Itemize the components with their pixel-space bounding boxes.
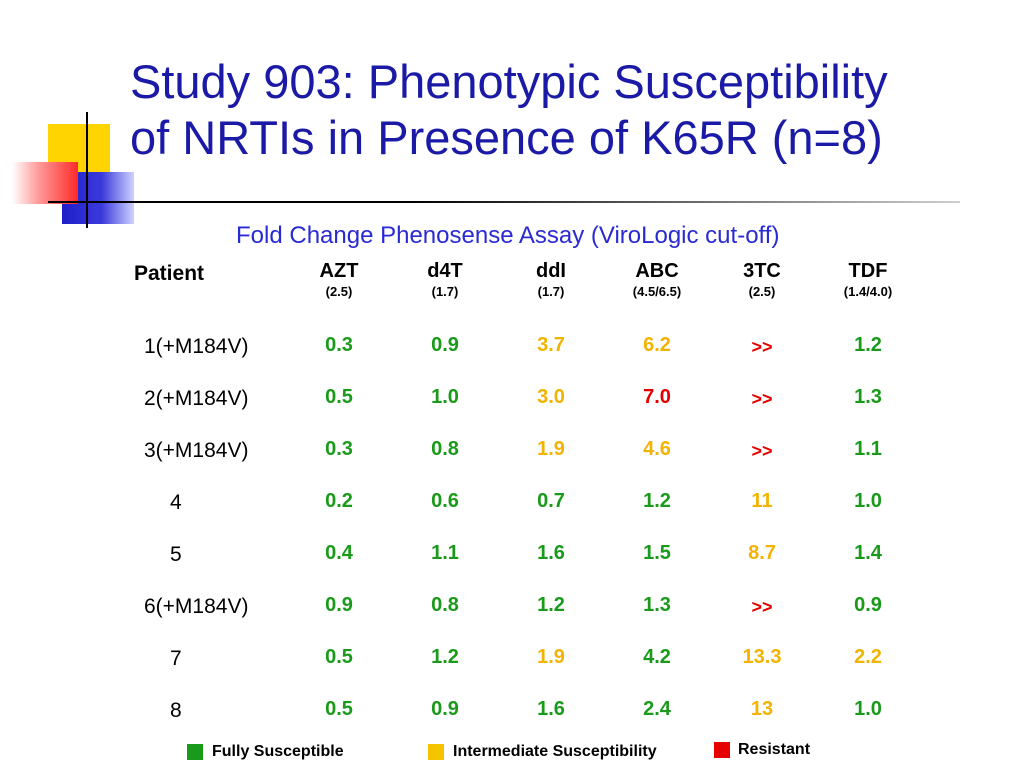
title-line-1: Study 903: Phenotypic Susceptibility bbox=[130, 55, 888, 108]
legend-swatch bbox=[714, 742, 730, 758]
column-name: TDF bbox=[848, 260, 888, 282]
fold-change-cell: 0.8 bbox=[431, 594, 459, 616]
column-cutoff: (4.5/6.5) bbox=[632, 284, 682, 299]
patient-id: 5 bbox=[170, 543, 182, 566]
column-cutoff: (1.4/4.0) bbox=[843, 284, 893, 299]
column-header-ddi: ddI (1.7) bbox=[491, 259, 611, 301]
fold-change-cell: 3.7 bbox=[537, 334, 565, 356]
fold-change-cell: 4.2 bbox=[643, 646, 671, 668]
patient-id: 3(+M184V) bbox=[144, 439, 249, 462]
column-header-d4t: d4T (1.7) bbox=[385, 259, 505, 301]
fold-change-cell: 0.9 bbox=[431, 698, 459, 720]
fold-change-cell: 1.9 bbox=[537, 646, 565, 668]
page-title: Study 903: Phenotypic Susceptibility of … bbox=[130, 54, 1010, 166]
patient-id: 8 bbox=[170, 699, 182, 722]
fold-change-cell: 1.4 bbox=[854, 542, 882, 564]
legend-swatch bbox=[428, 744, 444, 760]
fold-change-cell: 0.5 bbox=[325, 386, 353, 408]
fold-change-cell: >> bbox=[751, 597, 773, 617]
fold-change-cell: 1.2 bbox=[854, 334, 882, 356]
legend-label: Resistant bbox=[738, 741, 811, 758]
fold-change-cell: 1.5 bbox=[643, 542, 671, 564]
fold-change-cell: 2.4 bbox=[643, 698, 671, 720]
fold-change-cell: 0.7 bbox=[537, 490, 565, 512]
patient-column-header: Patient bbox=[134, 262, 205, 285]
column-cutoff: (1.7) bbox=[431, 284, 459, 299]
fold-change-cell: 0.3 bbox=[325, 438, 353, 460]
fold-change-cell: 1.2 bbox=[537, 594, 565, 616]
table-subtitle: Fold Change Phenosense Assay (ViroLogic … bbox=[236, 222, 780, 249]
column-name: ABC bbox=[635, 260, 679, 282]
fold-change-cell: 0.9 bbox=[431, 334, 459, 356]
fold-change-cell: 0.9 bbox=[854, 594, 882, 616]
column-header-3tc: 3TC (2.5) bbox=[702, 259, 822, 301]
fold-change-cell: 2.2 bbox=[854, 646, 882, 668]
title-line-2: of NRTIs in Presence of K65R (n=8) bbox=[130, 111, 883, 164]
fold-change-cell: >> bbox=[751, 337, 773, 357]
horizontal-rule-decoration bbox=[48, 201, 960, 203]
column-cutoff: (1.7) bbox=[537, 284, 565, 299]
legend-label: Intermediate Susceptibility bbox=[453, 743, 657, 760]
fold-change-cell: 11 bbox=[751, 490, 773, 512]
fold-change-cell: 0.5 bbox=[325, 698, 353, 720]
vertical-rule-decoration bbox=[86, 112, 88, 228]
fold-change-cell: 1.6 bbox=[537, 542, 565, 564]
column-cutoff: (2.5) bbox=[748, 284, 776, 299]
fold-change-cell: 4.6 bbox=[643, 438, 671, 460]
fold-change-cell: 13 bbox=[750, 698, 774, 720]
fold-change-cell: >> bbox=[751, 441, 773, 461]
fold-change-cell: 13.3 bbox=[742, 646, 782, 668]
fold-change-cell: 6.2 bbox=[643, 334, 671, 356]
fold-change-cell: 0.4 bbox=[325, 542, 353, 564]
fold-change-cell: 8.7 bbox=[748, 542, 776, 564]
fold-change-cell: >> bbox=[751, 389, 773, 409]
fold-change-cell: 3.0 bbox=[537, 386, 565, 408]
column-cutoff: (2.5) bbox=[325, 284, 353, 299]
patient-id: 7 bbox=[170, 647, 182, 670]
legend-label: Fully Susceptible bbox=[212, 743, 344, 760]
legend-swatch bbox=[187, 744, 203, 760]
column-header-azt: AZT (2.5) bbox=[279, 259, 399, 301]
fold-change-cell: 1.1 bbox=[431, 542, 459, 564]
fold-change-cell: 1.0 bbox=[431, 386, 459, 408]
fold-change-cell: 0.3 bbox=[325, 334, 353, 356]
fold-change-cell: 0.9 bbox=[325, 594, 353, 616]
fold-change-cell: 1.0 bbox=[854, 698, 882, 720]
fold-change-cell: 7.0 bbox=[643, 386, 671, 408]
column-header-abc: ABC (4.5/6.5) bbox=[597, 259, 717, 301]
patient-id: 2(+M184V) bbox=[144, 387, 249, 410]
fold-change-cell: 1.3 bbox=[643, 594, 671, 616]
fold-change-cell: 1.2 bbox=[431, 646, 459, 668]
fold-change-cell: 1.0 bbox=[854, 490, 882, 512]
red-square-decoration bbox=[12, 162, 78, 204]
column-name: ddI bbox=[536, 260, 566, 282]
fold-change-cell: 1.1 bbox=[854, 438, 882, 460]
column-name: AZT bbox=[319, 260, 359, 282]
fold-change-cell: 1.3 bbox=[854, 386, 882, 408]
fold-change-cell: 0.8 bbox=[431, 438, 459, 460]
fold-change-cell: 0.6 bbox=[431, 490, 459, 512]
patient-id: 4 bbox=[170, 491, 182, 514]
fold-change-cell: 1.6 bbox=[537, 698, 565, 720]
fold-change-cell: 0.2 bbox=[325, 490, 353, 512]
column-name: d4T bbox=[427, 260, 463, 282]
fold-change-cell: 1.2 bbox=[643, 490, 671, 512]
column-header-tdf: TDF (1.4/4.0) bbox=[808, 259, 928, 301]
patient-id: 1(+M184V) bbox=[144, 335, 249, 358]
fold-change-cell: 1.9 bbox=[537, 438, 565, 460]
patient-id: 6(+M184V) bbox=[144, 595, 249, 618]
fold-change-cell: 0.5 bbox=[325, 646, 353, 668]
column-name: 3TC bbox=[743, 260, 781, 282]
